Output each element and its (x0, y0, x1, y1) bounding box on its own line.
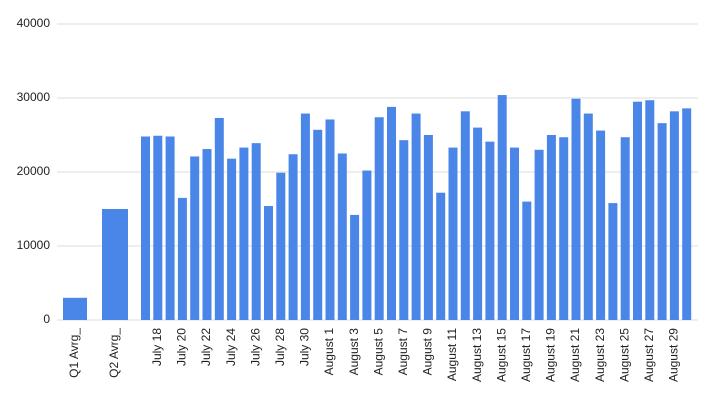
bar (510, 147, 519, 320)
x-tick-label: July 20 (175, 328, 189, 366)
x-tick-label: August 9 (421, 328, 435, 376)
x-tick-label: August 11 (445, 328, 459, 381)
x-tick-label: August 19 (544, 328, 558, 382)
bar (522, 201, 532, 320)
x-tick-label: August 21 (568, 328, 582, 382)
bar (214, 117, 224, 320)
x-tick-label: August 3 (347, 328, 361, 376)
x-tick-label: August 7 (396, 328, 410, 376)
bar (141, 136, 150, 320)
bar (460, 111, 470, 320)
bar (583, 113, 593, 320)
bar (251, 143, 261, 320)
bar (239, 147, 249, 320)
bar (202, 149, 212, 320)
bar (534, 149, 544, 320)
y-tick-label: 30000 (17, 90, 51, 104)
bar (411, 113, 421, 320)
y-tick-label: 10000 (17, 238, 51, 252)
bar (485, 141, 495, 320)
bar (313, 129, 323, 320)
x-tick-label: August 25 (617, 328, 631, 382)
bar (448, 147, 458, 320)
x-tick-label: July 18 (150, 328, 164, 366)
bar (350, 214, 360, 320)
bar (399, 140, 409, 320)
bar (387, 106, 396, 320)
x-tick-label: August 27 (642, 328, 656, 382)
bar (633, 101, 642, 320)
bar (374, 117, 384, 321)
bar (645, 100, 655, 320)
bar (682, 108, 692, 320)
bar (423, 135, 433, 320)
x-tick-label: August 1 (322, 328, 336, 376)
bar (190, 156, 200, 320)
bar (165, 136, 175, 320)
x-tick-label: August 15 (494, 328, 508, 382)
bar (362, 170, 372, 320)
x-tick-label: July 22 (199, 328, 213, 366)
bar (497, 95, 507, 320)
bar (102, 209, 128, 320)
bar (559, 137, 569, 320)
y-tick-label: 20000 (17, 164, 51, 178)
bar (153, 135, 163, 320)
bar (657, 123, 667, 320)
bar (177, 197, 187, 320)
bar (337, 153, 347, 320)
bar (276, 172, 286, 320)
x-tick-label: July 24 (224, 328, 238, 366)
x-tick-label: August 5 (371, 328, 385, 376)
bar (620, 137, 630, 320)
bar (571, 98, 581, 321)
x-tick-label: August 13 (470, 328, 484, 382)
x-tick-label: July 28 (273, 328, 287, 366)
x-tick-label: Q2 Avrg_ (107, 328, 121, 378)
bar (436, 192, 446, 320)
x-tick-label: August 17 (519, 328, 533, 382)
bar (608, 203, 618, 320)
y-tick-label: 0 (43, 312, 50, 326)
bar (300, 113, 310, 320)
x-tick-label: August 23 (593, 328, 607, 382)
bar (473, 127, 483, 320)
bar (288, 154, 298, 320)
x-tick-label: July 30 (298, 328, 312, 366)
x-tick-label: August 29 (667, 328, 681, 382)
bar (264, 206, 273, 320)
bar (63, 297, 87, 320)
bar (227, 158, 237, 320)
bar (596, 130, 606, 320)
x-tick-label: July 26 (248, 328, 262, 366)
y-tick-label: 40000 (17, 16, 51, 30)
bar (669, 111, 679, 320)
bar (546, 135, 556, 320)
bar (325, 119, 335, 321)
x-tick-label: Q1 Avrg_ (67, 328, 81, 378)
